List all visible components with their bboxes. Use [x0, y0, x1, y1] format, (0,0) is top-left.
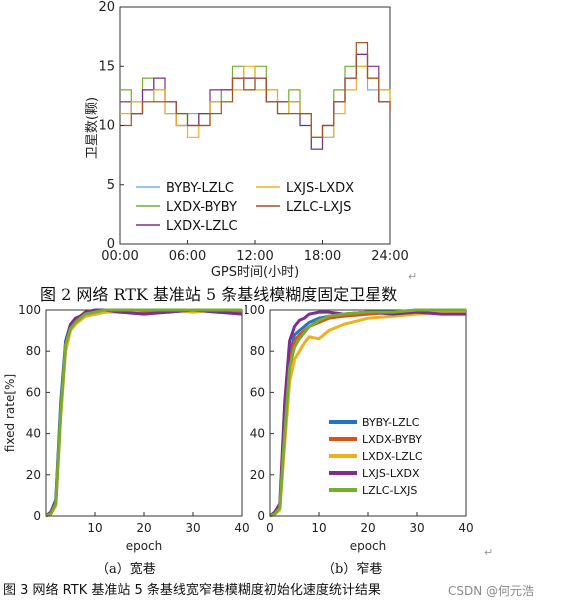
subcaption-b: （b）窄巷 — [322, 562, 383, 577]
x-tick-label: 40 — [458, 521, 473, 535]
y-tick-label: 60 — [250, 385, 265, 399]
legend-label: LXDX-LZLC — [166, 219, 238, 234]
y-axis-label: fixed rate[%] — [3, 374, 17, 452]
y-tick-label: 100 — [18, 303, 41, 317]
x-axis-label: epoch — [126, 539, 163, 553]
watermark: CSDN @何元浩 — [448, 584, 535, 598]
figure-2-caption: 图 2 网络 RTK 基准站 5 条基线模糊度固定卫星数 — [40, 285, 398, 304]
paragraph-mark: ↵ — [408, 270, 418, 283]
y-tick-label: 0 — [257, 509, 265, 523]
series-line-byby-lzlc — [45, 308, 242, 518]
series-line-lxdx-byby — [45, 308, 242, 518]
y-tick-label: 20 — [26, 468, 41, 482]
figure-3-caption: 图 3 网络 RTK 基准站 5 条基线宽窄巷模糊度初始化速度统计结果 — [3, 583, 381, 598]
legend-label: LXJS-LXDX — [362, 467, 420, 480]
y-tick-label: 100 — [245, 303, 265, 317]
legend-label: BYBY-LZLC — [166, 181, 234, 196]
y-axis-label: 卫星数(颗) — [85, 97, 100, 159]
x-tick-label: 0 — [266, 521, 274, 535]
y-tick-label: 15 — [98, 59, 115, 74]
legend: BYBY-LZLC LXJS-LXDX LXDX-BYBY LZLC-LXJS LXDX… — [136, 181, 354, 234]
legend-label: BYBY-LZLC — [362, 416, 420, 429]
x-axis-label: epoch — [350, 539, 387, 553]
x-tick-label: 12:00 — [236, 249, 273, 264]
y-tick-label: 40 — [250, 427, 265, 441]
subcaption-a: （a）宽巷 — [96, 562, 156, 577]
x-tick-label: 20 — [360, 521, 375, 535]
series-line-lxjs-lxdx — [45, 308, 243, 518]
legend-label: LXDX-LZLC — [362, 450, 423, 463]
y-tick-label: 0 — [33, 509, 41, 523]
narrowlane-fixed-rate-chart: 0 10 20 30 40 0 20 40 60 80 100 epoch BYBY-LZLC LX… — [245, 303, 474, 553]
y-tick-label: 20 — [250, 468, 265, 482]
y-tick-label: 10 — [98, 119, 115, 134]
x-tick-label: 30 — [409, 521, 424, 535]
paragraph-mark: ↵ — [484, 546, 494, 559]
legend: BYBY-LZLC LXDX-BYBY LXDX-LZLC LXJS-LXDX LZLC… — [322, 405, 464, 503]
widelane-fixed-rate-chart: 10 20 30 40 0 20 40 60 80 100 fixed rate[%] epoc… — [3, 303, 250, 553]
x-axis-label: GPS时间(小时) — [211, 265, 299, 280]
y-tick-label: 80 — [250, 344, 265, 358]
x-tick-label: 40 — [234, 521, 249, 535]
legend-label: LZLC-LXJS — [362, 484, 417, 497]
series-line-lxdx-lzlc — [45, 308, 242, 518]
series-line-lzlc-lxjs — [45, 308, 242, 518]
x-tick-label: 30 — [185, 521, 200, 535]
x-tick-label: 10 — [87, 521, 102, 535]
plot-frame — [45, 309, 243, 517]
y-tick-label: 80 — [26, 344, 41, 358]
series-line-lzlc-lxjs — [269, 308, 466, 518]
y-tick-label: 60 — [26, 385, 41, 399]
legend-label: LXDX-BYBY — [166, 200, 237, 215]
legend-label: LXJS-LXDX — [286, 181, 354, 196]
y-tick-label: 20 — [98, 0, 115, 15]
x-tick-label: 10 — [311, 521, 326, 535]
series-line-lzlc-lxjs — [120, 42, 391, 138]
y-tick-label: 40 — [26, 427, 41, 441]
y-tick-label: 5 — [107, 178, 115, 193]
x-tick-label: 00:00 — [101, 249, 138, 264]
x-tick-label: 18:00 — [304, 249, 341, 264]
satellite-count-chart: 00:00 06:00 12:00 18:00 24:00 0 5 10 15 20 卫星数(颗… — [85, 0, 409, 280]
y-tick-label: 0 — [107, 237, 115, 252]
legend-label: LZLC-LXJS — [286, 200, 351, 215]
x-tick-label: 20 — [136, 521, 151, 535]
x-tick-label: 06:00 — [169, 249, 206, 264]
legend-label: LXDX-BYBY — [362, 433, 422, 446]
x-tick-label: 24:00 — [371, 249, 408, 264]
